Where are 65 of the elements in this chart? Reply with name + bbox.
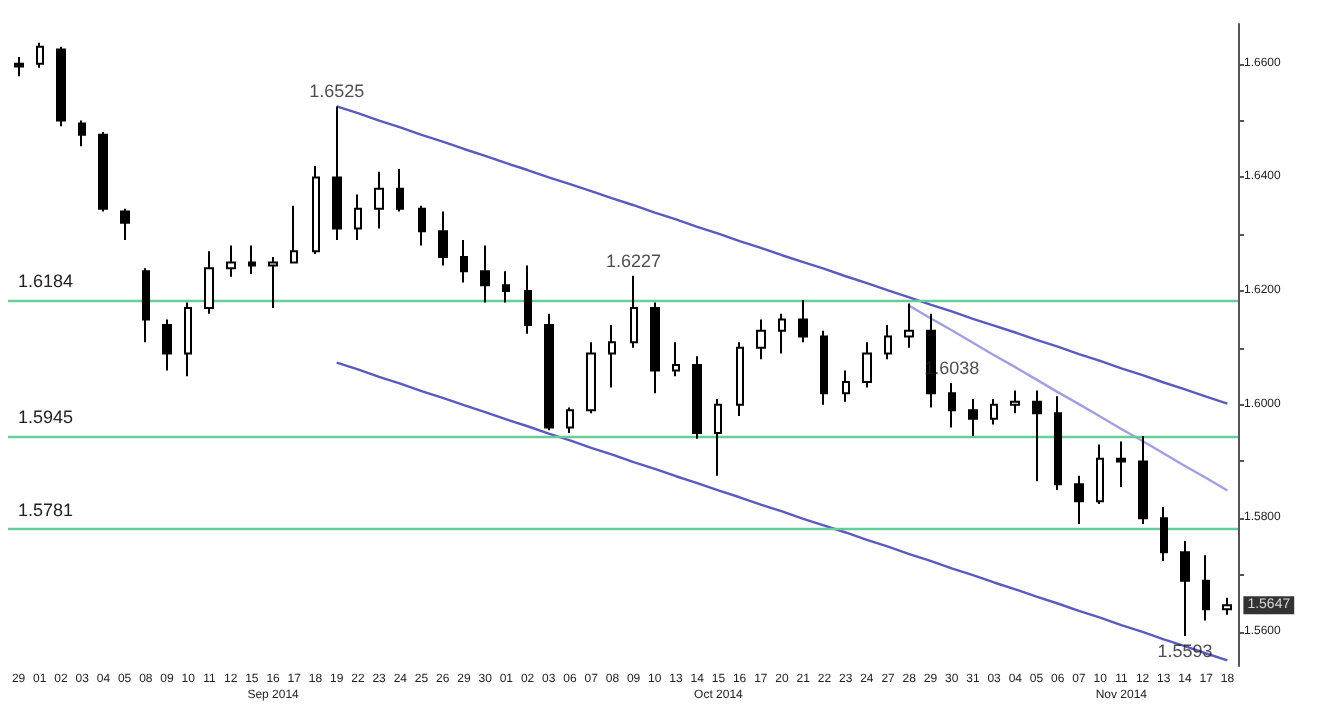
candlestick — [736, 341, 744, 418]
candlestick — [1222, 596, 1232, 616]
candlestick — [312, 165, 320, 256]
candlestick — [990, 397, 998, 426]
candlestick — [756, 318, 766, 361]
candlestick — [354, 193, 362, 241]
line-series — [908, 304, 1229, 492]
candlestick — [1054, 395, 1062, 491]
candlestick — [692, 355, 702, 440]
candlestick — [1138, 434, 1148, 525]
candlestick — [1096, 443, 1104, 506]
candlestick — [78, 119, 86, 148]
candlestick — [1202, 554, 1210, 622]
candlestick — [820, 329, 828, 406]
candlestick — [1010, 389, 1020, 415]
candlestick — [1160, 505, 1168, 562]
candlestick — [418, 204, 426, 247]
candlestick — [184, 301, 192, 378]
candlestick — [608, 324, 616, 389]
annotation: 1.6227 — [606, 250, 662, 271]
candlestick — [672, 341, 680, 378]
candlestick — [332, 105, 342, 241]
annotation: 1.6525 — [309, 81, 365, 102]
candlestick — [142, 267, 150, 344]
candlestick — [862, 341, 872, 389]
candlestick — [460, 238, 468, 284]
candlestick — [566, 406, 574, 435]
candlestick — [290, 204, 298, 264]
candlestick — [544, 312, 554, 432]
candlestick — [226, 244, 236, 278]
candlestick — [120, 207, 130, 241]
candlestick — [162, 318, 172, 372]
candlestick — [1116, 440, 1126, 489]
candlestick — [248, 244, 256, 275]
candlestick — [36, 41, 44, 69]
ref-line-label: 1.5781 — [18, 500, 74, 521]
line-series — [335, 361, 1229, 662]
candlestick — [948, 382, 956, 429]
candlestick — [204, 250, 214, 315]
candlestick — [268, 255, 278, 310]
candlestick — [502, 270, 510, 304]
candlestick — [904, 302, 914, 349]
candlestick — [374, 170, 384, 230]
candlestick — [884, 324, 892, 361]
candlestick — [438, 210, 448, 267]
candlestick — [524, 264, 532, 335]
candlestick — [1032, 389, 1042, 483]
candlestick — [56, 45, 66, 128]
ref-line-label: 1.5945 — [18, 406, 74, 427]
candlestick — [798, 299, 808, 344]
candlestick — [586, 341, 596, 415]
line-series — [335, 105, 1229, 405]
candlestick — [650, 301, 660, 395]
candlestick — [98, 130, 108, 213]
candlestick — [842, 369, 850, 403]
ref-line-label: 1.6184 — [18, 271, 74, 292]
candlestick — [1074, 474, 1084, 525]
candlestick — [1180, 540, 1190, 637]
candlestick — [14, 55, 24, 78]
candlestick — [968, 397, 978, 437]
candlestick — [778, 312, 786, 355]
candlestick — [480, 244, 490, 304]
candlestick — [714, 397, 722, 477]
candlestick — [396, 167, 404, 213]
candlestick — [630, 274, 638, 349]
